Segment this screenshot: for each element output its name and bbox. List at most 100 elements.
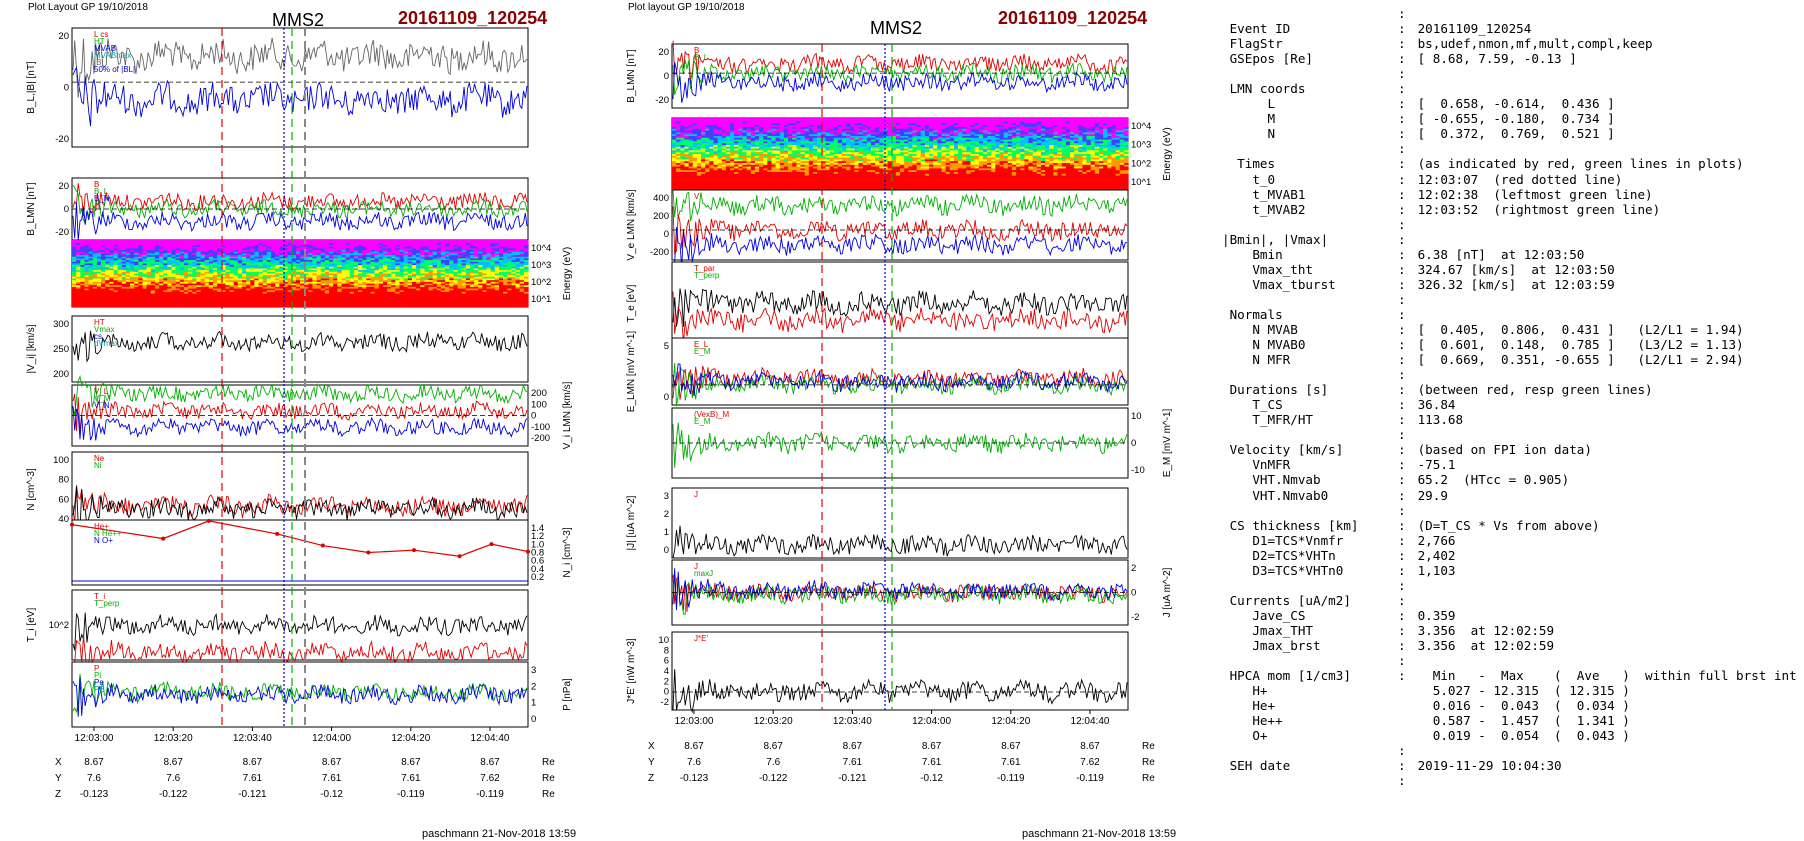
gse-value: 7.62 — [480, 773, 500, 784]
info-separator: : — [1398, 758, 1406, 774]
right-panel-5: E_M [mV m^-1] 10 0 -10 (VexB)_ME_M — [671, 407, 1173, 479]
gse-value: 7.61 — [322, 773, 342, 784]
right-panel-4: E_LMN [mV m^-1] 5 0 E_LE_M — [626, 331, 1129, 412]
time-tick-label: 12:04:00 — [912, 716, 951, 727]
info-label: N MFR — [1222, 352, 1291, 368]
info-value: -75.1 — [1410, 457, 1456, 473]
info-row: L: [ 0.658, -0.614, 0.436 ] — [1222, 96, 1802, 111]
info-row: CS thickness [km]: (D=T_CS * Vs from abo… — [1222, 518, 1802, 533]
legend-entry: dVmax — [94, 339, 119, 348]
time-tick-label: 12:03:40 — [833, 716, 872, 727]
y-tick-label: 8 — [664, 645, 669, 656]
legend-entry: J — [694, 490, 698, 499]
info-value: 0.019 - 0.054 ( 0.043 ) — [1410, 728, 1630, 744]
info-value: [ 0.601, 0.148, 0.785 ] (L3/L2 = 1.13) — [1410, 337, 1744, 353]
info-separator: : — [1398, 6, 1406, 21]
y-tick-label: 10^4 — [1131, 121, 1151, 132]
info-row: N MVAB: [ 0.405, 0.806, 0.431 ] (L2/L1 =… — [1222, 322, 1802, 337]
info-separator — [1398, 683, 1410, 698]
legend-entry: V — [694, 192, 700, 201]
legend-entry: Ni — [94, 461, 102, 470]
y-axis-label: N [cm^-3] — [26, 468, 37, 511]
info-separator: : — [1398, 382, 1406, 398]
y-tick-label: 20 — [58, 181, 69, 192]
y-tick-label: 60 — [58, 494, 69, 505]
gse-value: 8.67 — [1001, 741, 1021, 752]
y-tick-label: 0 — [531, 714, 536, 725]
left-spacecraft-title: MMS2 — [272, 10, 325, 30]
panel-frame — [71, 519, 529, 586]
right-panel-0: B_LMN [nT] 20 0 -20 BB_L — [626, 40, 1129, 109]
series-1 — [72, 676, 528, 717]
gse-value: 7.6 — [87, 773, 101, 784]
gse-value: -0.122 — [759, 773, 788, 784]
info-label: N MVAB — [1222, 321, 1298, 337]
info-row: Vmax_tht: 324.67 [km/s] at 12:03:50 — [1222, 262, 1802, 277]
info-row: T_CS: 36.84 — [1222, 397, 1802, 412]
time-tick-label: 12:04:40 — [1071, 716, 1110, 727]
info-row: Velocity [km/s]: (based on FPI ion data) — [1222, 442, 1802, 457]
gse-value: 7.62 — [1080, 757, 1100, 768]
left-chart-stack: B_L,|B| [nT]200-20L csHTMVABMVABmax|B|50… — [26, 27, 573, 800]
y-tick-label: 20 — [58, 31, 69, 42]
gse-value: 8.67 — [163, 757, 183, 768]
info-separator: : — [1398, 111, 1406, 127]
info-value: 326.32 [km/s] at 12:03:59 — [1410, 276, 1615, 292]
info-row: t_MVAB1: 12:02:38 (leftmost green line) — [1222, 187, 1802, 202]
time-tick-label: 12:04:20 — [391, 733, 430, 744]
y-tick-label: -2 — [1131, 612, 1139, 623]
info-separator: : — [1398, 352, 1406, 368]
info-value: bs,udef,nmon,mf,mult,compl,keep — [1410, 36, 1653, 52]
info-row: H+ 5.027 - 12.315 ( 12.315 ) — [1222, 683, 1802, 698]
series-1 — [672, 291, 1128, 343]
legend-entry: B — [94, 180, 99, 189]
legend-entry: Ne — [94, 454, 105, 463]
y-tick-label: 300 — [53, 319, 69, 330]
gse-row-label: Y — [55, 773, 62, 784]
info-row: t_0: 12:03:07 (red dotted line) — [1222, 172, 1802, 187]
info-row: M: [ -0.655, -0.180, 0.734 ] — [1222, 111, 1802, 126]
y-tick-label: 10^1 — [1131, 177, 1151, 188]
legend-entry: J — [694, 562, 698, 571]
info-value: 113.68 — [1410, 412, 1464, 428]
info-separator: : — [1398, 216, 1406, 232]
ni-point — [320, 543, 325, 548]
info-label: GSEpos [Re] — [1222, 51, 1313, 67]
info-value: 20161109_120254 — [1410, 21, 1532, 37]
info-label — [1222, 773, 1398, 788]
info-row: : — [1222, 653, 1802, 668]
y-tick-label: 0 — [64, 204, 69, 215]
info-separator: : — [1398, 502, 1406, 518]
info-label: VHT.Nmvab0 — [1222, 487, 1329, 503]
info-row: Jmax_brst: 3.356 at 12:02:59 — [1222, 638, 1802, 653]
y-tick-label: 400 — [653, 193, 669, 204]
y-axis-label: N_i [cm^-3] — [562, 527, 573, 577]
info-row: VHT.Nmvab0: 29.9 — [1222, 488, 1802, 503]
info-value: [ -0.655, -0.180, 0.734 ] — [1410, 111, 1615, 127]
event-info-panel: : Event ID: 20161109_120254 FlagStr: bs,… — [1222, 6, 1802, 788]
right-panel-6: |J| [uA m^-2] 3 2 1 0 J — [626, 487, 1129, 559]
y-tick-label: 1.4 — [531, 523, 544, 534]
info-label: He+ — [1222, 698, 1276, 714]
info-label: D3=TCS*VHTn0 — [1222, 562, 1344, 578]
panel-frame — [671, 43, 1129, 109]
info-label: Jmax_THT — [1222, 622, 1313, 638]
info-value: [ 0.658, -0.614, 0.436 ] — [1410, 96, 1615, 112]
info-label: SEH date — [1222, 758, 1291, 774]
info-label: L — [1222, 96, 1276, 112]
y-tick-label: 0 — [664, 392, 669, 403]
y-axis-label: T_i [eV] — [26, 608, 37, 643]
y-tick-label: 2 — [664, 676, 669, 687]
info-value: 36.84 — [1410, 397, 1456, 413]
info-label: D2=TCS*VHTn — [1222, 547, 1336, 563]
y-tick-label: 40 — [58, 514, 69, 525]
info-separator: : — [1398, 156, 1406, 172]
gse-value: 8.67 — [684, 741, 704, 752]
y-tick-label: -20 — [55, 227, 69, 238]
legend-entry: PB — [94, 685, 105, 694]
info-label — [1222, 141, 1398, 156]
y-tick-label: 100 — [53, 455, 69, 466]
y-axis-label: P [nPa] — [562, 678, 573, 711]
